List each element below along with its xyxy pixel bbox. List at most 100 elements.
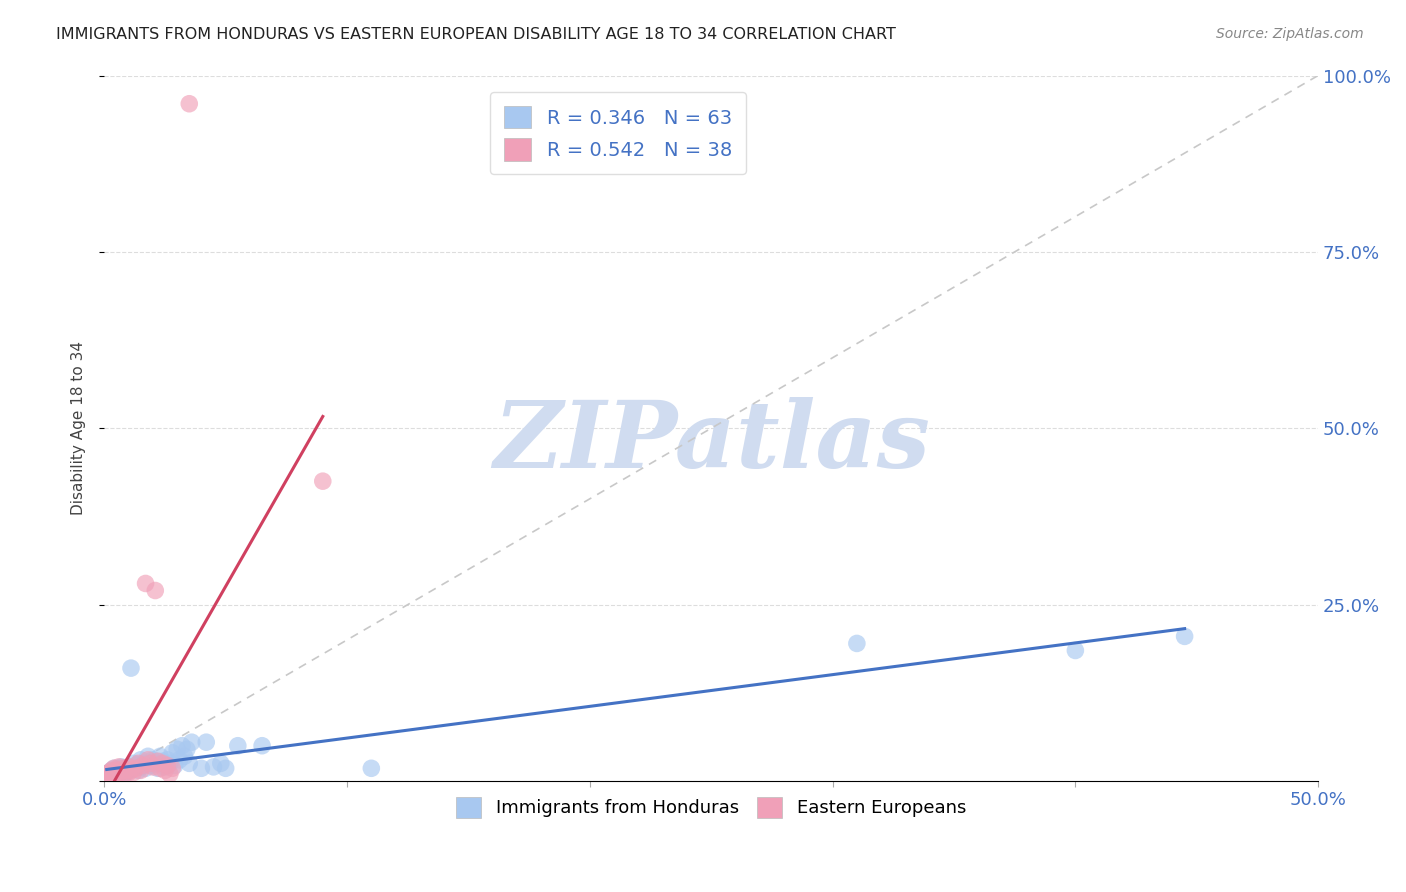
- Point: [100, 767, 122, 781]
- Point: [166, 742, 188, 756]
- Point: [169, 753, 191, 767]
- Point: [117, 760, 139, 774]
- Point: [120, 661, 142, 675]
- Point: [156, 753, 179, 767]
- Point: [135, 576, 157, 591]
- Point: [129, 764, 152, 778]
- Point: [142, 760, 165, 774]
- Point: [96, 768, 118, 782]
- Point: [180, 735, 202, 749]
- Point: [112, 761, 135, 775]
- Point: [96, 767, 118, 781]
- Point: [117, 760, 139, 774]
- Point: [153, 764, 176, 778]
- Point: [103, 761, 125, 775]
- Point: [179, 96, 201, 111]
- Point: [122, 756, 145, 771]
- Point: [103, 767, 125, 781]
- Point: [105, 764, 128, 778]
- Point: [100, 768, 122, 782]
- Point: [215, 761, 238, 775]
- Y-axis label: Disability Age 18 to 34: Disability Age 18 to 34: [72, 342, 86, 516]
- Point: [146, 754, 169, 768]
- Point: [159, 767, 181, 781]
- Point: [250, 739, 273, 753]
- Point: [98, 769, 121, 783]
- Point: [103, 761, 125, 775]
- Point: [122, 765, 145, 780]
- Point: [179, 756, 201, 771]
- Point: [156, 758, 179, 772]
- Point: [152, 756, 174, 771]
- Point: [176, 742, 198, 756]
- Point: [112, 764, 135, 778]
- Point: [149, 749, 172, 764]
- Point: [127, 764, 149, 778]
- Point: [120, 764, 142, 778]
- Point: [136, 753, 159, 767]
- Point: [149, 761, 172, 775]
- Point: [115, 765, 138, 780]
- Point: [117, 765, 139, 780]
- Point: [127, 756, 149, 771]
- Point: [146, 761, 169, 775]
- Point: [143, 583, 166, 598]
- Point: [103, 765, 125, 780]
- Point: [135, 761, 157, 775]
- Point: [190, 761, 212, 775]
- Point: [139, 756, 162, 771]
- Point: [139, 758, 162, 772]
- Point: [1174, 629, 1197, 643]
- Point: [845, 636, 868, 650]
- Point: [105, 764, 128, 778]
- Point: [103, 771, 125, 785]
- Point: [142, 753, 165, 767]
- Point: [195, 735, 218, 749]
- Point: [110, 765, 132, 780]
- Point: [202, 760, 225, 774]
- Point: [162, 761, 184, 775]
- Point: [136, 749, 159, 764]
- Point: [159, 756, 181, 771]
- Point: [96, 771, 118, 785]
- Point: [100, 764, 122, 778]
- Point: [163, 758, 186, 772]
- Point: [108, 761, 131, 775]
- Point: [96, 771, 118, 785]
- Point: [152, 754, 174, 768]
- Point: [115, 764, 138, 778]
- Point: [98, 768, 121, 782]
- Point: [100, 769, 122, 783]
- Point: [108, 760, 131, 774]
- Point: [115, 761, 138, 775]
- Point: [226, 739, 249, 753]
- Text: IMMIGRANTS FROM HONDURAS VS EASTERN EUROPEAN DISABILITY AGE 18 TO 34 CORRELATION: IMMIGRANTS FROM HONDURAS VS EASTERN EURO…: [56, 27, 896, 42]
- Point: [117, 764, 139, 778]
- Point: [132, 758, 155, 772]
- Point: [143, 756, 166, 771]
- Point: [1064, 643, 1087, 657]
- Point: [105, 768, 128, 782]
- Point: [98, 771, 121, 785]
- Text: Source: ZipAtlas.com: Source: ZipAtlas.com: [1216, 27, 1364, 41]
- Point: [96, 767, 118, 781]
- Point: [98, 765, 121, 780]
- Point: [209, 756, 232, 771]
- Point: [108, 767, 131, 781]
- Point: [360, 761, 382, 775]
- Point: [129, 760, 152, 774]
- Point: [173, 749, 195, 764]
- Point: [153, 760, 176, 774]
- Point: [112, 767, 135, 781]
- Point: [312, 474, 335, 488]
- Point: [105, 768, 128, 782]
- Point: [110, 760, 132, 774]
- Point: [100, 764, 122, 778]
- Point: [132, 756, 155, 771]
- Point: [98, 765, 121, 780]
- Point: [112, 768, 135, 782]
- Point: [162, 746, 184, 760]
- Point: [110, 765, 132, 780]
- Point: [125, 761, 148, 775]
- Text: ZIPatlas: ZIPatlas: [492, 397, 929, 487]
